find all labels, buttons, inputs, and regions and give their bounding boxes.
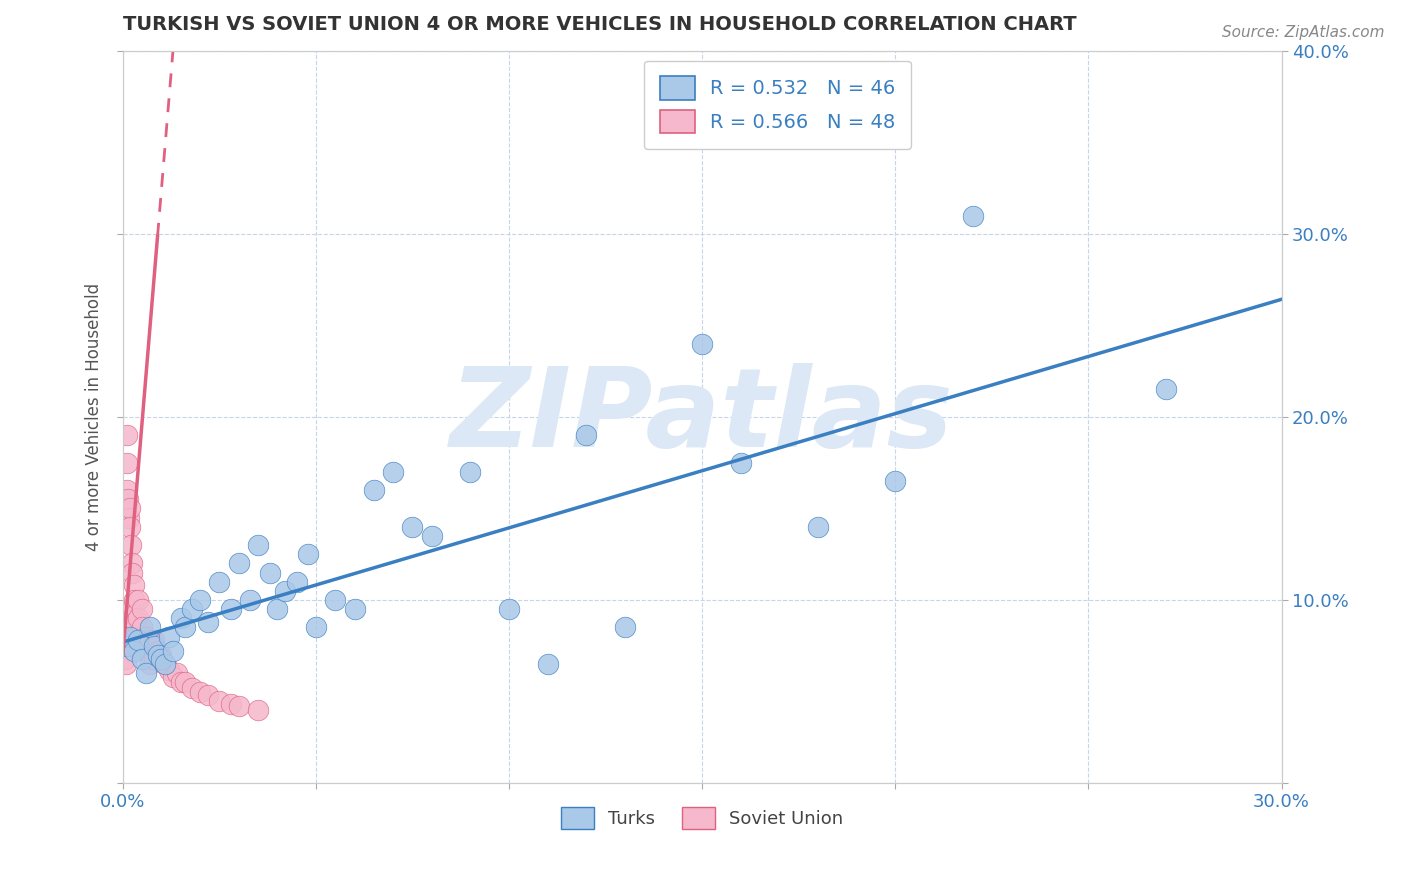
Point <box>536 657 558 671</box>
Point <box>884 474 907 488</box>
Point <box>363 483 385 498</box>
Point <box>162 644 184 658</box>
Point <box>142 639 165 653</box>
Point <box>173 620 195 634</box>
Point <box>146 648 169 662</box>
Point <box>117 483 139 498</box>
Point <box>120 602 142 616</box>
Point <box>121 566 143 580</box>
Point <box>197 688 219 702</box>
Point <box>124 607 146 622</box>
Legend: Turks, Soviet Union: Turks, Soviet Union <box>554 800 851 837</box>
Point <box>115 428 138 442</box>
Point <box>188 684 211 698</box>
Point <box>135 630 157 644</box>
Point <box>239 593 262 607</box>
Point <box>139 633 162 648</box>
Point <box>246 538 269 552</box>
Point <box>285 574 308 589</box>
Point <box>114 639 136 653</box>
Point <box>142 633 165 648</box>
Text: Source: ZipAtlas.com: Source: ZipAtlas.com <box>1222 25 1385 40</box>
Text: TURKISH VS SOVIET UNION 4 OR MORE VEHICLES IN HOUSEHOLD CORRELATION CHART: TURKISH VS SOVIET UNION 4 OR MORE VEHICL… <box>122 15 1077 34</box>
Point <box>498 602 520 616</box>
Point <box>219 602 242 616</box>
Point <box>150 651 173 665</box>
Point <box>142 651 165 665</box>
Point <box>613 620 636 634</box>
Point <box>173 675 195 690</box>
Point <box>120 630 142 644</box>
Point <box>135 666 157 681</box>
Point <box>124 615 146 629</box>
Point <box>228 699 250 714</box>
Point <box>115 639 138 653</box>
Point <box>807 520 830 534</box>
Point <box>131 602 153 616</box>
Point <box>155 657 177 671</box>
Point <box>139 620 162 634</box>
Point <box>131 620 153 634</box>
Point <box>575 428 598 442</box>
Point <box>219 698 242 712</box>
Point <box>690 336 713 351</box>
Text: ZIPatlas: ZIPatlas <box>450 363 955 470</box>
Point <box>157 630 180 644</box>
Point <box>146 644 169 658</box>
Point <box>208 574 231 589</box>
Point <box>420 529 443 543</box>
Point <box>121 557 143 571</box>
Point <box>125 630 148 644</box>
Point <box>323 593 346 607</box>
Point <box>120 520 142 534</box>
Point <box>114 644 136 658</box>
Point <box>127 611 149 625</box>
Point <box>131 651 153 665</box>
Point <box>124 593 146 607</box>
Point <box>127 633 149 648</box>
Point <box>127 593 149 607</box>
Point <box>266 602 288 616</box>
Point <box>170 611 193 625</box>
Point <box>118 602 141 616</box>
Point <box>305 620 328 634</box>
Point <box>118 620 141 634</box>
Point <box>127 639 149 653</box>
Point <box>259 566 281 580</box>
Point <box>124 644 146 658</box>
Point <box>166 666 188 681</box>
Point <box>382 465 405 479</box>
Point <box>401 520 423 534</box>
Point <box>208 694 231 708</box>
Point <box>115 456 138 470</box>
Point <box>170 675 193 690</box>
Point <box>162 670 184 684</box>
Point <box>962 209 984 223</box>
Point <box>197 615 219 629</box>
Point <box>155 657 177 671</box>
Point <box>274 583 297 598</box>
Point <box>114 657 136 671</box>
Point <box>124 578 146 592</box>
Point <box>730 456 752 470</box>
Point <box>135 644 157 658</box>
Point <box>157 663 180 677</box>
Point <box>188 593 211 607</box>
Point <box>117 510 139 524</box>
Point <box>228 557 250 571</box>
Point <box>297 547 319 561</box>
Point <box>120 538 142 552</box>
Point <box>181 602 204 616</box>
Point <box>114 651 136 665</box>
Point <box>181 681 204 695</box>
Point <box>1154 383 1177 397</box>
Y-axis label: 4 or more Vehicles in Household: 4 or more Vehicles in Household <box>86 283 103 551</box>
Point <box>117 492 139 507</box>
Point <box>120 501 142 516</box>
Point <box>246 703 269 717</box>
Point <box>150 648 173 662</box>
Point <box>460 465 482 479</box>
Point <box>139 657 162 671</box>
Point <box>343 602 366 616</box>
